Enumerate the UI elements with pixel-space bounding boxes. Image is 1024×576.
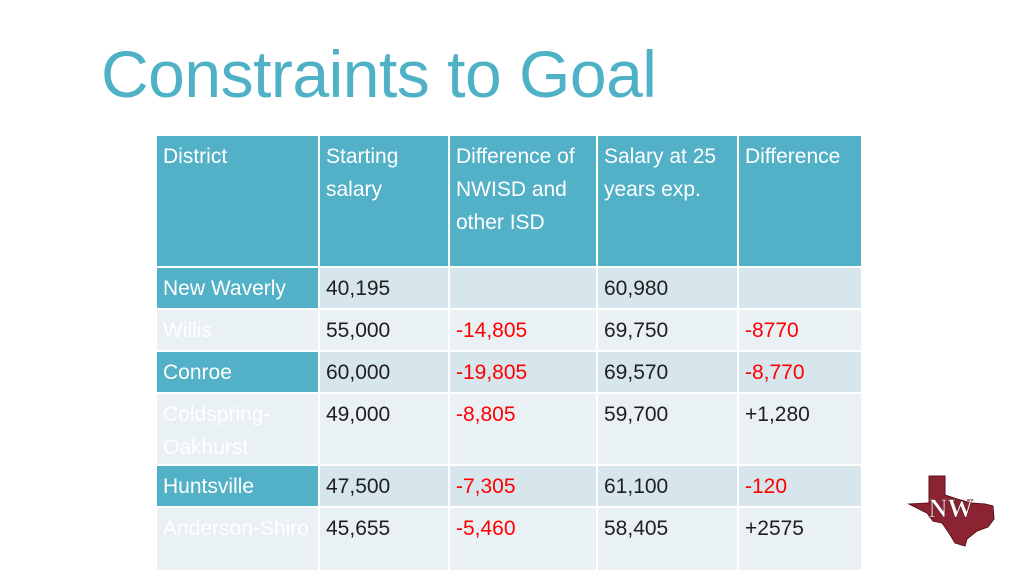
header-starting-salary: Starting salary (318, 134, 450, 268)
district-cell: Willis (155, 308, 320, 352)
difference-nwisd-cell (448, 266, 598, 310)
page-title: Constraints to Goal (101, 37, 657, 111)
salary-25-cell: 69,570 (596, 350, 739, 394)
district-cell: Conroe (155, 350, 320, 394)
difference-nwisd-cell: -14,805 (448, 308, 598, 352)
difference-nwisd-cell: -19,805 (448, 350, 598, 394)
district-cell: Coldspring-Oakhurst (155, 392, 320, 466)
table-row: Huntsville 47,500 -7,305 61,100 -120 (155, 464, 863, 508)
starting-salary-cell: 49,000 (318, 392, 450, 466)
starting-salary-cell: 47,500 (318, 464, 450, 508)
table-row: Willis 55,000 -14,805 69,750 -8770 (155, 308, 863, 352)
district-cell: Huntsville (155, 464, 320, 508)
starting-salary-cell: 60,000 (318, 350, 450, 394)
difference-cell: -8,770 (737, 350, 863, 394)
difference-cell: -120 (737, 464, 863, 508)
texas-shape (907, 475, 995, 547)
salary-25-cell: 69,750 (596, 308, 739, 352)
district-cell: Anderson-Shiro (155, 506, 320, 572)
texas-nw-logo-icon: NW (907, 475, 995, 547)
table-row: New Waverly 40,195 60,980 (155, 266, 863, 310)
difference-cell: -8770 (737, 308, 863, 352)
salary-25-cell: 59,700 (596, 392, 739, 466)
salary-25-cell: 61,100 (596, 464, 739, 508)
difference-cell: +1,280 (737, 392, 863, 466)
table-row: Coldspring-Oakhurst 49,000 -8,805 59,700… (155, 392, 863, 466)
logo-letters: NW (929, 494, 974, 523)
salary-25-cell: 58,405 (596, 506, 739, 572)
header-district: District (155, 134, 320, 268)
starting-salary-cell: 40,195 (318, 266, 450, 310)
header-salary-25-years: Salary at 25 years exp. (596, 134, 739, 268)
difference-nwisd-cell: -7,305 (448, 464, 598, 508)
district-cell: New Waverly (155, 266, 320, 310)
header-difference: Difference (737, 134, 863, 268)
difference-cell (737, 266, 863, 310)
table-row: Anderson-Shiro 45,655 -5,460 58,405 +257… (155, 506, 863, 572)
starting-salary-cell: 45,655 (318, 506, 450, 572)
starting-salary-cell: 55,000 (318, 308, 450, 352)
table-row: Conroe 60,000 -19,805 69,570 -8,770 (155, 350, 863, 394)
salary-25-cell: 60,980 (596, 266, 739, 310)
table-header-row: District Starting salary Difference of N… (155, 134, 863, 268)
difference-nwisd-cell: -5,460 (448, 506, 598, 572)
difference-nwisd-cell: -8,805 (448, 392, 598, 466)
difference-cell: +2575 (737, 506, 863, 572)
header-difference-nwisd: Difference of NWISD and other ISD (448, 134, 598, 268)
salary-table: District Starting salary Difference of N… (155, 134, 863, 572)
